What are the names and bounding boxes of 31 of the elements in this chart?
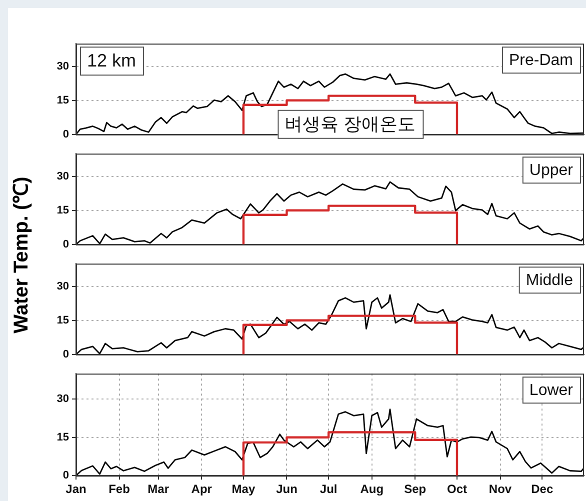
x-tick-label: Apr [191, 482, 212, 496]
x-tick-label: May [232, 482, 256, 496]
y-tick-label: 0 [62, 348, 69, 360]
y-tick-label: 30 [56, 60, 69, 72]
y-tick-label: 15 [56, 94, 69, 106]
y-tick-label: 30 [56, 280, 69, 292]
y-tick-label: 0 [62, 128, 69, 140]
text: Lower [529, 382, 574, 400]
text: Pre-Dam [508, 52, 574, 70]
x-tick-label: Nov [488, 482, 512, 496]
y-tick-label: 15 [56, 431, 69, 444]
x-tick-label: Dec [531, 482, 554, 496]
y-axis-title: Water Temp. (℃) [10, 176, 34, 334]
y-tick-label: 15 [56, 204, 69, 216]
y-tick-label: 0 [62, 470, 69, 482]
x-tick-label: Jun [276, 482, 298, 496]
y-tick-label: 15 [56, 314, 69, 326]
y-tick-label: 30 [56, 393, 69, 406]
annotation: 12 km [86, 50, 136, 71]
x-tick-label: Jul [320, 482, 338, 496]
x-tick-label: Jan [66, 482, 86, 496]
series-label: 벼생육 장애온도 [284, 114, 416, 134]
x-tick-label: Mar [148, 482, 170, 496]
x-tick-label: Feb [108, 482, 130, 496]
text: Upper [529, 162, 574, 180]
y-tick-label: 30 [56, 170, 69, 182]
x-tick-label: Aug [360, 482, 384, 496]
text: Middle [526, 272, 574, 290]
x-tick-label: Oct [446, 482, 468, 496]
y-tick-label: 0 [62, 238, 69, 250]
x-tick-label: Sep [404, 482, 426, 496]
